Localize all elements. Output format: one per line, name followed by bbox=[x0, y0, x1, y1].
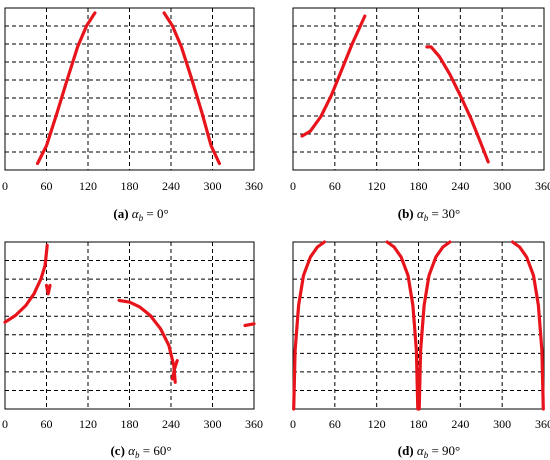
caption-alpha: α bbox=[417, 206, 425, 221]
x-tick-label: 0 bbox=[2, 417, 8, 431]
caption-value: = 60° bbox=[139, 443, 171, 458]
caption-alpha: α bbox=[417, 443, 425, 458]
caption-alpha: α bbox=[132, 206, 140, 221]
panel-caption: (a) αb = 0° bbox=[113, 206, 168, 223]
x-tick-label: 60 bbox=[41, 179, 53, 193]
plot-frame bbox=[292, 7, 545, 171]
caption-subscript: b bbox=[135, 450, 140, 460]
x-tick-label: 180 bbox=[121, 179, 139, 193]
caption-letter: (b) bbox=[398, 206, 414, 221]
panel-caption: (d) αb = 90° bbox=[398, 443, 461, 460]
series-line bbox=[511, 240, 545, 411]
caption-alpha: α bbox=[128, 443, 136, 458]
series-line bbox=[170, 359, 179, 381]
chart-panel-3: 0 60 120 180 240 300 360 (c) αb = 60° bbox=[2, 241, 263, 460]
series-line bbox=[44, 283, 52, 296]
x-tick-label: 60 bbox=[329, 417, 341, 431]
caption-subscript: b bbox=[139, 213, 144, 223]
panel-caption: (b) αb = 30° bbox=[398, 206, 461, 223]
x-tick-label: 240 bbox=[451, 179, 469, 193]
x-tick-label: 60 bbox=[41, 417, 53, 431]
caption-value: = 90° bbox=[428, 443, 460, 458]
x-tick-label: 0 bbox=[290, 179, 296, 193]
caption-subscript: b bbox=[424, 213, 429, 223]
x-tick-label: 180 bbox=[410, 417, 428, 431]
caption-subscript: b bbox=[424, 450, 429, 460]
series-line bbox=[162, 11, 221, 166]
x-tick-label: 360 bbox=[245, 417, 263, 431]
x-tick-label: 300 bbox=[204, 417, 222, 431]
x-tick-label: 360 bbox=[245, 179, 263, 193]
x-tick-label: 0 bbox=[2, 179, 8, 193]
series-line bbox=[385, 240, 420, 411]
series-line bbox=[292, 240, 326, 411]
caption-value: = 0° bbox=[143, 206, 169, 221]
x-tick-label: 360 bbox=[535, 417, 550, 431]
x-tick-label: 180 bbox=[410, 179, 428, 193]
plot-frame bbox=[4, 7, 255, 171]
series-line bbox=[243, 322, 256, 328]
x-tick-label: 300 bbox=[204, 179, 222, 193]
chart-panel-1: 0 60 120 180 240 300 360 (a) αb = 0° bbox=[2, 7, 263, 223]
chart-panel-4: 0 60 120 180 240 300 360 (d) αb = 90° bbox=[290, 240, 550, 460]
series-line bbox=[425, 45, 490, 164]
x-tick-label: 60 bbox=[329, 179, 341, 193]
x-tick-label: 0 bbox=[290, 417, 296, 431]
x-tick-label: 300 bbox=[493, 417, 511, 431]
series-line bbox=[300, 14, 367, 138]
x-tick-label: 240 bbox=[451, 417, 469, 431]
panel-caption: (c) αb = 60° bbox=[110, 443, 171, 460]
caption-letter: (d) bbox=[398, 443, 414, 458]
series-line bbox=[35, 11, 97, 166]
series-line bbox=[417, 240, 452, 411]
plot-frame bbox=[4, 241, 255, 410]
caption-letter: (a) bbox=[113, 206, 128, 221]
x-tick-label: 240 bbox=[162, 179, 180, 193]
chart-panel-2: 0 60 120 180 240 300 360 (b) αb = 30° bbox=[290, 7, 550, 223]
x-tick-label: 300 bbox=[493, 179, 511, 193]
x-tick-label: 240 bbox=[162, 417, 180, 431]
x-tick-label: 180 bbox=[121, 417, 139, 431]
x-tick-label: 120 bbox=[368, 179, 386, 193]
caption-letter: (c) bbox=[110, 443, 124, 458]
series-line bbox=[117, 298, 177, 384]
x-tick-label: 360 bbox=[535, 179, 550, 193]
caption-value: = 30° bbox=[428, 206, 460, 221]
x-tick-label: 120 bbox=[368, 417, 386, 431]
x-tick-label: 120 bbox=[79, 179, 97, 193]
series-line bbox=[3, 243, 49, 324]
x-tick-label: 120 bbox=[79, 417, 97, 431]
